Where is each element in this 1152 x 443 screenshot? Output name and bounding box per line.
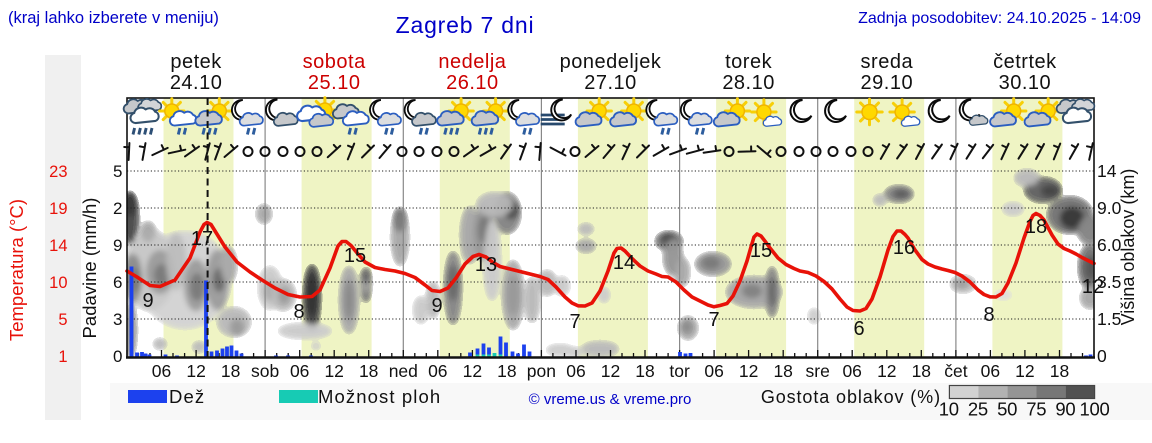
svg-text:12: 12 (601, 361, 620, 381)
svg-text:5: 5 (113, 162, 122, 181)
svg-text:25: 25 (968, 399, 988, 420)
svg-text:2: 2 (113, 199, 122, 218)
svg-text:čet: čet (944, 361, 967, 381)
svg-text:14: 14 (1097, 161, 1117, 181)
svg-text:13: 13 (475, 254, 497, 276)
svg-text:12: 12 (324, 361, 343, 381)
svg-text:1.5: 1.5 (1097, 309, 1121, 329)
svg-text:19: 19 (49, 200, 67, 218)
svg-text:28.10: 28.10 (722, 72, 775, 94)
svg-text:06: 06 (290, 361, 309, 381)
svg-text:8: 8 (983, 304, 994, 326)
svg-text:29.10: 29.10 (861, 72, 914, 94)
svg-text:Zagreb 7 dni: Zagreb 7 dni (396, 12, 535, 38)
svg-text:Višina oblakov (km): Višina oblakov (km) (1118, 169, 1138, 326)
svg-text:0: 0 (1097, 346, 1107, 366)
svg-text:06: 06 (981, 361, 1000, 381)
svg-text:3.5: 3.5 (1097, 272, 1121, 292)
svg-text:© vreme.us & vreme.pro: © vreme.us & vreme.pro (529, 391, 692, 408)
svg-text:12: 12 (463, 361, 482, 381)
svg-text:18: 18 (497, 361, 516, 381)
svg-text:27.10: 27.10 (584, 72, 637, 94)
svg-text:Padavine (mm/h): Padavine (mm/h) (79, 198, 100, 339)
svg-text:ned: ned (389, 361, 418, 381)
svg-text:18: 18 (221, 361, 240, 381)
svg-text:12: 12 (739, 361, 758, 381)
svg-text:06: 06 (566, 361, 585, 381)
svg-text:75: 75 (1026, 399, 1046, 420)
svg-text:petek: petek (170, 51, 222, 73)
svg-text:23: 23 (49, 163, 67, 181)
svg-text:18: 18 (635, 361, 654, 381)
svg-text:18: 18 (1025, 216, 1047, 238)
svg-text:četrtek: četrtek (993, 51, 1057, 73)
svg-text:24.10: 24.10 (170, 72, 223, 94)
svg-text:Temperatura (°C): Temperatura (°C) (6, 199, 27, 341)
svg-text:90: 90 (1055, 399, 1075, 420)
svg-text:7: 7 (708, 309, 719, 331)
svg-text:Možnost ploh: Možnost ploh (318, 386, 441, 407)
svg-text:sreda: sreda (861, 51, 914, 73)
svg-text:7: 7 (569, 311, 580, 333)
svg-text:18: 18 (1050, 361, 1069, 381)
svg-text:Zadnja posodobitev: 24.10.2025: Zadnja posodobitev: 24.10.2025 - 14:09 (858, 10, 1141, 27)
svg-text:0: 0 (113, 347, 122, 366)
svg-text:8: 8 (293, 301, 304, 323)
svg-text:9: 9 (431, 295, 442, 317)
svg-text:5: 5 (58, 311, 67, 329)
svg-text:6: 6 (113, 273, 122, 292)
svg-text:sob: sob (251, 361, 279, 381)
svg-text:15: 15 (750, 240, 772, 262)
svg-text:10: 10 (939, 399, 959, 420)
svg-text:25.10: 25.10 (308, 72, 361, 94)
svg-text:torek: torek (725, 51, 772, 73)
svg-text:6: 6 (853, 318, 864, 340)
svg-text:3: 3 (113, 310, 122, 329)
svg-text:26.10: 26.10 (446, 72, 499, 94)
svg-text:12: 12 (877, 361, 896, 381)
svg-text:14: 14 (613, 252, 635, 274)
svg-text:100: 100 (1080, 399, 1110, 420)
svg-text:06: 06 (842, 361, 861, 381)
svg-text:sre: sre (806, 361, 830, 381)
svg-text:Gostota oblakov (%): Gostota oblakov (%) (761, 387, 941, 407)
svg-text:12: 12 (186, 361, 205, 381)
svg-text:sobota: sobota (303, 51, 366, 73)
svg-text:50: 50 (997, 399, 1017, 420)
svg-text:30.10: 30.10 (999, 72, 1052, 94)
svg-text:18: 18 (773, 361, 792, 381)
svg-text:16: 16 (893, 237, 915, 259)
svg-text:15: 15 (344, 245, 366, 267)
svg-text:9.0: 9.0 (1097, 198, 1122, 218)
svg-text:Dež: Dež (169, 386, 205, 407)
svg-text:06: 06 (704, 361, 723, 381)
svg-text:12: 12 (1015, 361, 1034, 381)
svg-text:pon: pon (527, 361, 556, 381)
svg-text:18: 18 (912, 361, 931, 381)
svg-text:17: 17 (191, 228, 213, 250)
svg-text:06: 06 (428, 361, 447, 381)
svg-text:1: 1 (58, 348, 67, 366)
svg-text:06: 06 (152, 361, 171, 381)
svg-text:12: 12 (1082, 276, 1104, 298)
svg-text:nedelja: nedelja (438, 51, 506, 73)
svg-text:18: 18 (359, 361, 378, 381)
svg-text:10: 10 (49, 274, 67, 292)
svg-text:(kraj lahko izberete v meniju): (kraj lahko izberete v meniju) (8, 9, 219, 27)
svg-text:9: 9 (113, 236, 122, 255)
svg-text:6.0: 6.0 (1097, 235, 1122, 255)
svg-text:14: 14 (49, 237, 67, 255)
svg-text:tor: tor (669, 361, 690, 381)
svg-text:9: 9 (142, 290, 153, 312)
svg-text:ponedeljek: ponedeljek (560, 51, 662, 73)
